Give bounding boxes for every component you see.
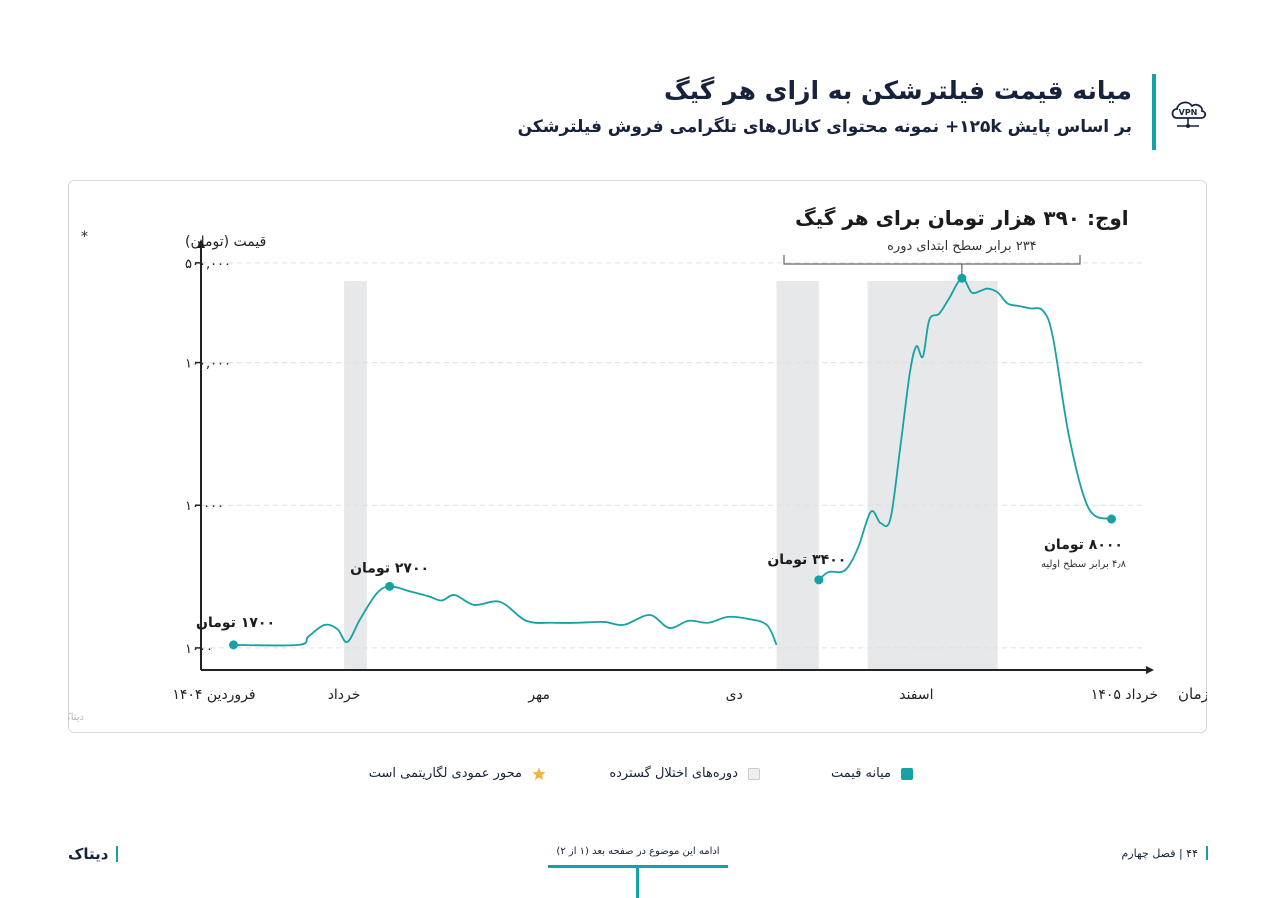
highlight-point	[1106, 514, 1116, 524]
disruption-band	[867, 281, 998, 670]
point-label: ۸۰۰۰ تومان	[1044, 537, 1123, 553]
star-icon	[532, 767, 546, 780]
y-tick-label: ۵۰۰,۰۰۰	[185, 257, 231, 272]
x-tick-label: مهر	[527, 687, 550, 703]
point-label: ۳۴۰۰ تومان	[767, 552, 846, 568]
continue-stem	[636, 868, 639, 898]
x-tick-label: خرداد	[328, 687, 361, 703]
disruption-band	[776, 281, 819, 670]
legend-item-log-note: محور عمودی لگاریتمی است	[369, 766, 546, 781]
legend-swatch-price	[901, 767, 913, 780]
x-tick-label: دی	[726, 687, 743, 703]
peak-annotation-title: اوج: ۳۹۰ هزار تومان برای هر گیگ	[795, 206, 1129, 230]
footer-page-bar	[1206, 846, 1208, 860]
x-tick-label: اسفند	[899, 687, 933, 703]
highlight-point	[385, 581, 395, 591]
logo: دیتاک	[68, 845, 109, 863]
x-axis-title: زمان	[1178, 685, 1207, 703]
y-tick-label: ۱۰۰,۰۰۰	[185, 357, 231, 372]
legend: میانه قیمت دوره‌های اختلال گسترده محور ع…	[0, 766, 1280, 786]
y-axis-title-mark: *	[81, 229, 88, 245]
x-axis-arrow	[1146, 666, 1154, 674]
page-number: ۴۴ | فصل چهارم	[1121, 846, 1199, 860]
vpn-icon-text: VPN	[1179, 108, 1198, 117]
chart-card	[68, 180, 1207, 733]
peak-bracket	[783, 255, 1081, 265]
page-subtitle: بر اساس پایش ۱۲۵k+ نمونه محتوای کانال‌ها…	[517, 117, 1132, 137]
header-accent-bar	[1152, 74, 1156, 150]
header: میانه قیمت فیلترشکن به ازای هر گیگ بر اس…	[372, 72, 1156, 150]
continue-underline	[548, 865, 728, 868]
footer-logo: دیتاک	[68, 845, 119, 863]
legend-label-log-note: محور عمودی لگاریتمی است	[368, 766, 522, 781]
legend-label-price: میانه قیمت	[831, 766, 891, 781]
highlight-point	[814, 575, 824, 585]
point-sublabel: ۴٫۸ برابر سطح اولیه	[1041, 559, 1127, 570]
legend-label-disruption: دوره‌های اختلال گسترده	[609, 766, 738, 781]
price-chart: ۱۰۰۰ ۱۰,۰۰۰ ۱۰۰,۰۰۰ ۵۰۰,۰۰۰ قیمت (تومان) * زما…	[68, 206, 1207, 723]
legend-item-price: میانه قیمت	[831, 766, 913, 781]
footer-page: ۴۴ | فصل چهارم	[1121, 846, 1208, 860]
x-tick-label: خرداد ۱۴۰۵	[1091, 687, 1158, 703]
y-axis-title: قیمت (تومان)	[185, 234, 266, 250]
vpn-cloud-icon: VPN	[1171, 101, 1207, 128]
continue-note-text: ادامه این موضوع در صفحه بعد (۱ از ۲)	[556, 846, 720, 857]
peak-annotation-subtitle: ۲۳۴ برابر سطح ابتدای دوره	[887, 239, 1037, 254]
footer-logo-bar	[116, 846, 119, 862]
watermark: دیتاک | Dataak	[68, 712, 84, 723]
y-axis-arrow	[197, 239, 205, 248]
price-line	[233, 585, 778, 647]
disruption-band	[344, 281, 367, 670]
highlight-point	[229, 640, 239, 650]
price-line	[818, 277, 1112, 581]
highlight-point	[957, 273, 967, 283]
point-label: ۲۷۰۰ تومان	[350, 560, 429, 576]
legend-swatch-disruption	[748, 767, 760, 780]
legend-item-disruption: دوره‌های اختلال گسترده	[609, 766, 760, 781]
page-title: میانه قیمت فیلترشکن به ازای هر گیگ	[663, 76, 1132, 105]
y-tick-label: ۱۰۰۰	[185, 642, 213, 657]
y-tick-label: ۱۰,۰۰۰	[185, 499, 224, 514]
continue-note[interactable]: ادامه این موضوع در صفحه بعد (۱ از ۲)	[548, 846, 728, 898]
point-label: ۱۷۰۰ تومان	[196, 615, 275, 631]
x-tick-label: فروردین ۱۴۰۴	[172, 687, 255, 703]
